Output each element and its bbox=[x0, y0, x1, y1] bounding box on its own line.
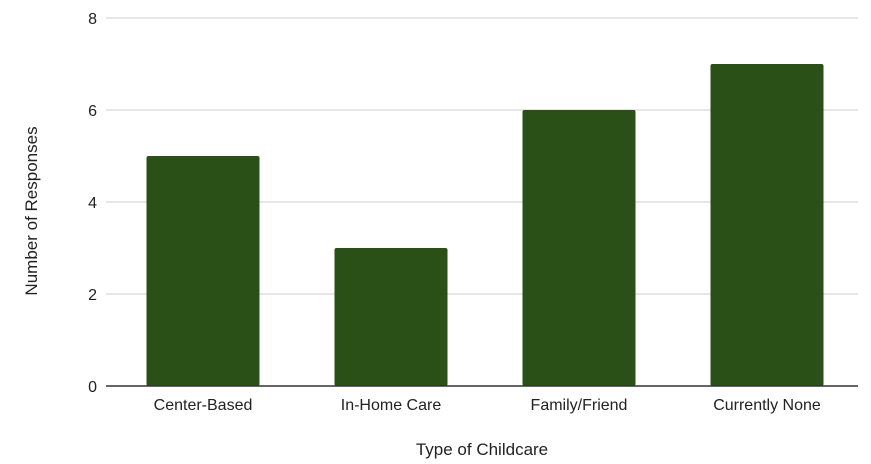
x-tick-label: In-Home Care bbox=[341, 397, 442, 414]
bar-in-home-care bbox=[334, 248, 448, 386]
x-tick-label: Currently None bbox=[713, 397, 821, 414]
y-tick-label: 2 bbox=[88, 287, 97, 304]
x-tick-label: Family/Friend bbox=[531, 397, 628, 414]
bar-currently-none bbox=[710, 64, 824, 386]
bar-center-based bbox=[146, 156, 260, 386]
y-tick-labels: 0 2 4 6 8 bbox=[88, 11, 97, 396]
x-tick-labels: Center-Based In-Home Care Family/Friend Cur… bbox=[154, 397, 821, 414]
y-tick-label: 0 bbox=[88, 379, 97, 396]
bar-family-friend bbox=[522, 110, 636, 386]
bars-group bbox=[146, 64, 824, 386]
y-tick-label: 4 bbox=[88, 195, 97, 212]
x-axis-title: Type of Childcare bbox=[416, 440, 548, 459]
y-tick-label: 6 bbox=[88, 103, 97, 120]
y-axis-title: Number of Responses bbox=[22, 126, 41, 295]
y-tick-label: 8 bbox=[88, 11, 97, 28]
x-tick-label: Center-Based bbox=[154, 397, 253, 414]
